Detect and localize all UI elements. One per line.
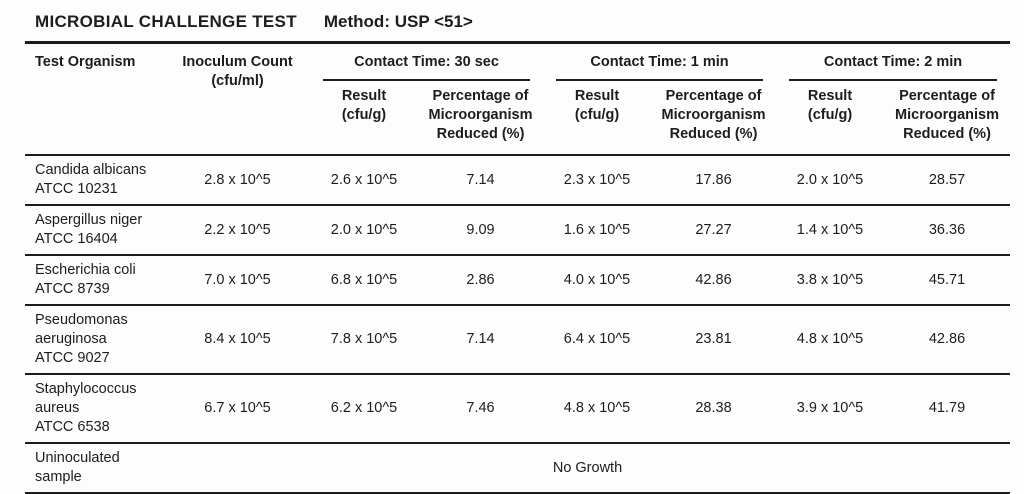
organism-name: Pseudomonas aeruginosa: [35, 312, 128, 347]
table-row-uninoculated-sample: Uninoculated sample No Growth: [25, 443, 1010, 493]
pct-30sec-value: 9.09: [466, 221, 495, 238]
col-header-result-1min: Result (cfu/g): [543, 81, 651, 155]
pct-1min-value: 23.81: [695, 331, 732, 347]
inoculum-count-unit: (cfu/ml): [211, 73, 264, 89]
organism-name: Candida albicans: [35, 162, 147, 178]
inoculum-value: 7.0 x 10^5: [204, 271, 271, 288]
organism-cell: Uninoculated sample: [35, 450, 120, 485]
table-row-candida-albicans: Candida albicans ATCC 10231 2.8 x 10^5 2…: [25, 155, 1011, 205]
organism-atcc: ATCC 8739: [35, 281, 110, 297]
group-label-contact-30sec: Contact Time: 30 sec: [323, 53, 531, 81]
organism-atcc: ATCC 9027: [35, 350, 110, 366]
result-2min-value: 2.0 x 10^5: [796, 171, 864, 188]
organism-cell: Staphylococcus aureus ATCC 6538: [25, 374, 165, 443]
table-row-escherichia-coli: Escherichia coli ATCC 8739 7.0 x 10^5 6.…: [25, 255, 1011, 305]
col-header-percentage-1min: Percentage of Microorganism Reduced (%): [661, 88, 766, 142]
result-1min-value: 1.6 x 10^5: [563, 221, 631, 238]
pct-1min-value: 42.86: [695, 271, 732, 288]
col-header-inoculum-count: Inoculum Count (cfu/ml): [165, 43, 310, 156]
group-label-contact-2min: Contact Time: 2 min: [789, 53, 998, 81]
sub-header-row: Result (cfu/g) Percentage of Microorgani…: [25, 81, 1011, 155]
organism-cell: Candida albicans ATCC 10231: [25, 155, 165, 205]
table-row-staphylococcus-aureus: Staphylococcus aureus ATCC 6538 6.7 x 10…: [25, 374, 1011, 443]
result-30sec-value: 6.8 x 10^5: [330, 271, 398, 288]
result-2min-value: 1.4 x 10^5: [796, 221, 864, 238]
col-header-test-organism: Test Organism: [35, 54, 136, 70]
inoculum-value: 2.2 x 10^5: [204, 221, 271, 238]
title-row: MICROBIAL CHALLENGE TEST Method: USP <51>: [25, 12, 1024, 32]
pct-30sec-value: 7.14: [466, 331, 495, 347]
result-1min-value: 6.4 x 10^5: [563, 331, 631, 347]
result-1min-value: 2.3 x 10^5: [563, 171, 631, 188]
result-2min-value: 3.9 x 10^5: [796, 400, 864, 416]
method-label: Method: USP <51>: [323, 12, 473, 31]
organism-cell: Aspergillus niger ATCC 16404: [25, 205, 165, 255]
inoculum-value: 8.4 x 10^5: [204, 331, 271, 347]
group-header-contact-2min: Contact Time: 2 min: [776, 43, 1010, 81]
organism-name: Aspergillus niger: [35, 212, 143, 228]
pct-2min-value: 36.36: [928, 221, 966, 238]
organism-atcc: ATCC 10231: [35, 181, 118, 197]
result-30sec-value: 7.8 x 10^5: [330, 331, 398, 347]
result-unit: (cfu/g): [341, 107, 387, 123]
group-header-row: Test Organism Inoculum Count (cfu/ml) Co…: [25, 43, 1010, 89]
group-header-contact-30sec: Contact Time: 30 sec: [310, 43, 543, 81]
organism-name: Staphylococcus aureus: [35, 381, 137, 416]
result-label: Result: [341, 88, 387, 104]
group-header-contact-1min: Contact Time: 1 min: [543, 43, 776, 81]
pct-2min-value: 41.79: [928, 400, 966, 416]
inoculum-value: 2.8 x 10^5: [204, 171, 271, 188]
pct-30sec-value: 2.86: [466, 271, 495, 288]
pct-2min-value: 28.57: [928, 171, 966, 188]
group-label-contact-1min: Contact Time: 1 min: [556, 53, 764, 81]
col-header-percentage-30sec: Percentage of Microorganism Reduced (%): [428, 88, 533, 142]
table-body: Candida albicans ATCC 10231 2.8 x 10^5 2…: [25, 155, 1011, 493]
result-label: Result: [807, 88, 853, 104]
organism-name: Escherichia coli: [35, 262, 136, 278]
result-30sec-value: 2.6 x 10^5: [330, 171, 398, 188]
table-row-pseudomonas-aeruginosa: Pseudomonas aeruginosa ATCC 9027 8.4 x 1…: [25, 305, 1011, 374]
result-30sec-value: 6.2 x 10^5: [330, 400, 398, 416]
pct-30sec-value: 7.46: [466, 400, 495, 416]
pct-2min-value: 42.86: [928, 331, 966, 347]
microbial-results-table: Test Organism Inoculum Count (cfu/ml) Co…: [25, 41, 1011, 494]
inoculum-count-label: Inoculum Count: [182, 54, 293, 70]
page-title: MICROBIAL CHALLENGE TEST: [35, 12, 297, 31]
result-2min-value: 3.8 x 10^5: [796, 271, 864, 288]
pct-1min-value: 27.27: [695, 221, 732, 238]
organism-cell: Pseudomonas aeruginosa ATCC 9027: [25, 305, 165, 374]
result-2min-value: 4.8 x 10^5: [796, 331, 864, 347]
no-growth-result: No Growth: [552, 459, 623, 476]
pct-1min-value: 17.86: [695, 171, 732, 188]
result-30sec-value: 2.0 x 10^5: [330, 221, 398, 238]
col-header-result-30sec: Result (cfu/g): [310, 81, 418, 155]
pct-1min-value: 28.38: [695, 400, 732, 416]
table-header: Test Organism Inoculum Count (cfu/ml) Co…: [25, 43, 1011, 155]
inoculum-value: 6.7 x 10^5: [204, 400, 271, 416]
organism-atcc: ATCC 16404: [35, 231, 118, 247]
table-row-aspergillus-niger: Aspergillus niger ATCC 16404 2.2 x 10^5 …: [25, 205, 1011, 255]
result-1min-value: 4.8 x 10^5: [563, 400, 631, 416]
pct-2min-value: 45.71: [928, 271, 966, 288]
result-label: Result: [574, 88, 620, 104]
result-1min-value: 4.0 x 10^5: [563, 271, 631, 288]
organism-cell: Escherichia coli ATCC 8739: [25, 255, 165, 305]
result-unit: (cfu/g): [574, 107, 620, 123]
organism-atcc: ATCC 6538: [35, 419, 110, 435]
col-header-result-2min: Result (cfu/g): [776, 81, 884, 155]
pct-30sec-value: 7.14: [466, 171, 495, 188]
result-unit: (cfu/g): [807, 107, 853, 123]
col-header-percentage-2min: Percentage of Microorganism Reduced (%): [895, 88, 999, 142]
